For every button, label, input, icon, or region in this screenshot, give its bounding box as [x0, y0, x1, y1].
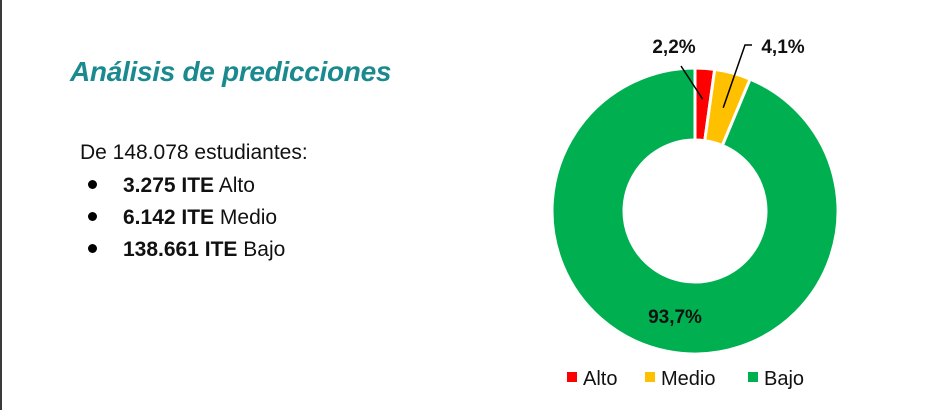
item-label: Medio — [214, 206, 278, 229]
intro-text: De 148.078 estudiantes: — [80, 141, 308, 164]
list-item: 138.661 ITE Bajo — [88, 236, 285, 268]
legend-swatch-alto — [567, 372, 577, 382]
data-label-alto: 2,2% — [652, 37, 695, 58]
bullet-icon — [88, 211, 97, 221]
page-title: Análisis de predicciones — [70, 56, 392, 87]
data-label-medio: 4,1% — [761, 37, 804, 58]
item-count: 3.275 ITE — [123, 174, 215, 197]
legend-label-medio: Medio — [661, 368, 715, 390]
legend-label-bajo: Bajo — [764, 368, 804, 390]
leader-line-alto — [680, 65, 704, 100]
item-count: 6.142 ITE — [123, 206, 215, 229]
window-edge — [0, 0, 2, 410]
legend-swatch-bajo — [748, 372, 758, 382]
leader-line-medio — [722, 44, 752, 109]
list-item: 6.142 ITE Medio — [88, 204, 285, 236]
legend-swatch-medio — [645, 372, 655, 382]
item-label: Alto — [214, 174, 255, 197]
legend-label-alto: Alto — [583, 368, 617, 390]
list-item: 3.275 ITE Alto — [88, 172, 285, 204]
prediction-list: 3.275 ITE Alto 6.142 ITE Medio 138.661 I… — [88, 172, 285, 268]
data-label-bajo: 93,7% — [648, 307, 702, 328]
bullet-icon — [88, 179, 97, 189]
slice-bajo — [550, 66, 840, 356]
item-count: 138.661 ITE — [123, 238, 238, 261]
item-label: Bajo — [237, 238, 286, 261]
bullet-icon — [88, 243, 97, 253]
